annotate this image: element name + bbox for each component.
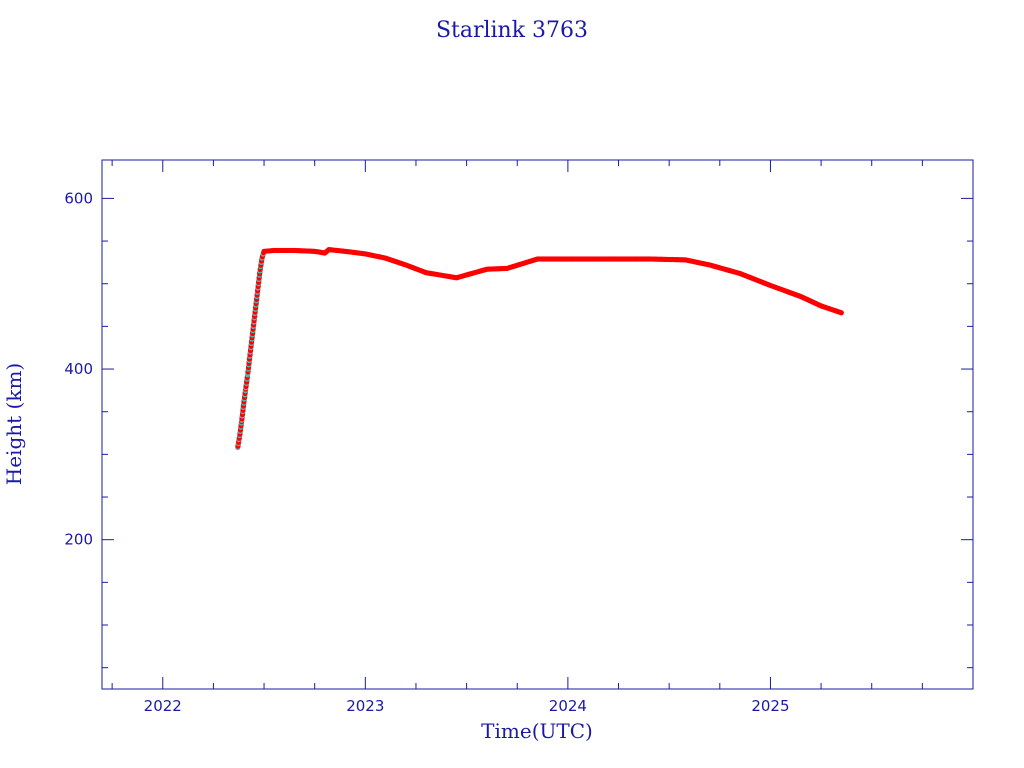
chart-title: Starlink 3763	[436, 18, 588, 43]
x-axis-label: Time(UTC)	[481, 719, 593, 743]
y-tick-labels: 200 400 600	[64, 189, 93, 548]
x-tick-label: 2023	[346, 697, 384, 715]
data-points	[235, 246, 844, 451]
y-tick-label: 400	[64, 360, 93, 378]
data-point	[838, 310, 844, 316]
y-axis-label: Height (km)	[2, 363, 26, 485]
x-tick-labels: 2022 2023 2024 2025	[144, 697, 790, 715]
y-tick-label: 200	[64, 531, 93, 549]
y-axis-minor-ticks	[102, 240, 973, 669]
x-tick-label: 2024	[549, 697, 587, 715]
x-tick-label: 2022	[144, 697, 182, 715]
x-tick-label: 2025	[751, 697, 789, 715]
x-axis-ticks	[162, 160, 771, 689]
plot-frame	[101, 159, 974, 690]
y-tick-label: 600	[64, 189, 93, 207]
x-axis-minor-ticks	[111, 160, 923, 689]
y-axis-ticks	[102, 197, 973, 541]
